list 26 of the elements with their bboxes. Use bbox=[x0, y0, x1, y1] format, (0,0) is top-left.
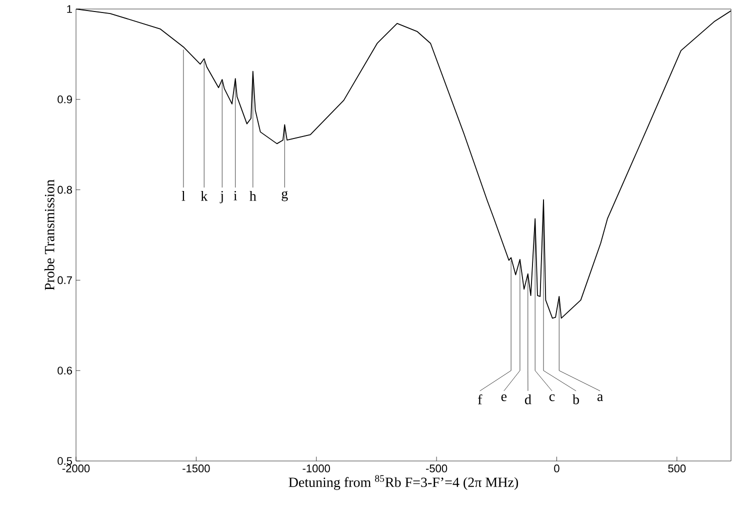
x-tick-label: -1000 bbox=[302, 464, 330, 472]
annotation: d bbox=[524, 394, 532, 404]
annotation: a bbox=[597, 394, 603, 402]
annotation: l bbox=[182, 190, 186, 201]
x-tick-label: 0 bbox=[554, 464, 560, 472]
y-axis-title: Probe Transmission bbox=[44, 180, 54, 290]
x-tick-label: -2000 bbox=[62, 464, 90, 472]
annotation: i bbox=[234, 190, 238, 200]
annotation: b bbox=[572, 394, 580, 404]
x-axis-title: Detuning from $^{85}$Rb F=3-F’=4 (2π MHz) bbox=[288, 475, 518, 490]
annotation: f bbox=[478, 394, 482, 404]
y-tick-label: 0.8 bbox=[58, 186, 72, 194]
x-tick-label: 500 bbox=[668, 464, 686, 472]
x-tick-label: -500 bbox=[426, 464, 448, 472]
x-tick-label: -1500 bbox=[182, 464, 210, 472]
annotation: g bbox=[282, 190, 288, 202]
y-tick-label: 0.6 bbox=[58, 366, 72, 374]
y-tick-label: 0.9 bbox=[58, 96, 72, 104]
annotation: c bbox=[549, 394, 555, 402]
annotation: j bbox=[220, 190, 223, 204]
y-tick-label: 0.7 bbox=[58, 276, 72, 284]
annotation: e bbox=[501, 394, 507, 402]
annotation: h bbox=[250, 190, 256, 201]
annotation: k bbox=[200, 190, 208, 201]
y-tick-label: 0.5 bbox=[58, 457, 72, 465]
y-tick-label: 1 bbox=[67, 5, 72, 13]
